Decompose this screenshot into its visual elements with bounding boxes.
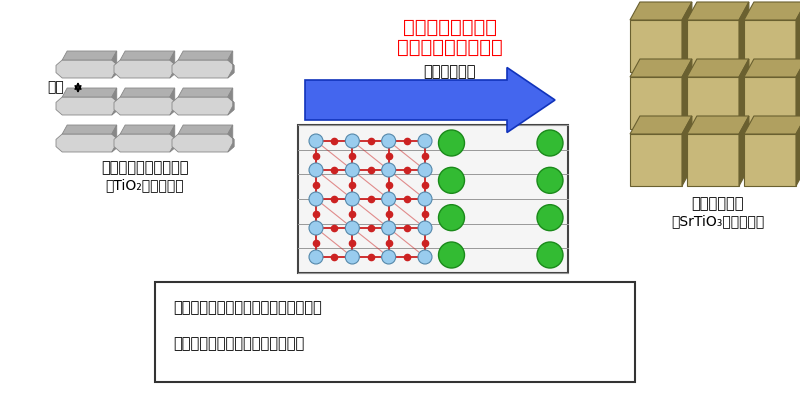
Polygon shape	[739, 59, 749, 129]
Polygon shape	[630, 2, 692, 20]
Text: （水熱反応）: （水熱反応）	[424, 64, 476, 79]
Circle shape	[382, 163, 396, 177]
Polygon shape	[630, 116, 692, 134]
Circle shape	[309, 250, 323, 264]
Polygon shape	[62, 88, 117, 97]
Circle shape	[537, 130, 563, 156]
Polygon shape	[120, 88, 174, 97]
Polygon shape	[228, 88, 234, 115]
Polygon shape	[744, 116, 800, 134]
Circle shape	[346, 134, 359, 148]
Polygon shape	[114, 134, 176, 152]
Text: TiO₂: TiO₂	[356, 283, 386, 298]
Circle shape	[309, 192, 323, 206]
Circle shape	[382, 250, 396, 264]
Polygon shape	[178, 88, 233, 97]
Polygon shape	[687, 134, 739, 186]
Bar	[298, 125, 568, 273]
Polygon shape	[744, 59, 800, 77]
Circle shape	[346, 192, 359, 206]
Polygon shape	[796, 116, 800, 186]
Text: トポタクティック: トポタクティック	[403, 18, 497, 37]
Polygon shape	[682, 116, 692, 186]
Circle shape	[418, 192, 432, 206]
Text: SrTiO₃: SrTiO₃	[472, 283, 518, 298]
Polygon shape	[687, 2, 749, 20]
Text: （SrTiO₃メソ結晶）: （SrTiO₃メソ結晶）	[671, 214, 765, 228]
Polygon shape	[112, 88, 118, 115]
FancyArrow shape	[305, 67, 555, 132]
Polygon shape	[56, 134, 118, 152]
Polygon shape	[170, 88, 176, 115]
Circle shape	[438, 205, 465, 231]
Bar	[155, 282, 635, 382]
Circle shape	[418, 250, 432, 264]
Text: エピタキシャル成長: エピタキシャル成長	[397, 38, 503, 57]
Polygon shape	[62, 51, 117, 60]
Polygon shape	[172, 60, 234, 78]
Text: 空間: 空間	[48, 81, 64, 95]
Circle shape	[382, 221, 396, 235]
Polygon shape	[228, 51, 234, 78]
Polygon shape	[228, 125, 234, 152]
Circle shape	[438, 167, 465, 194]
Text: ・メソ結晶の空間を利用した結晶成長: ・メソ結晶の空間を利用した結晶成長	[173, 300, 322, 316]
Polygon shape	[682, 2, 692, 72]
Polygon shape	[170, 51, 176, 78]
Polygon shape	[112, 51, 118, 78]
Polygon shape	[630, 134, 682, 186]
Polygon shape	[630, 59, 692, 77]
Polygon shape	[178, 51, 233, 60]
Text: ・粒子間相互作用による配向制御: ・粒子間相互作用による配向制御	[173, 336, 304, 352]
Polygon shape	[170, 125, 176, 152]
Polygon shape	[687, 116, 749, 134]
Circle shape	[382, 192, 396, 206]
Polygon shape	[796, 59, 800, 129]
Text: 新規メソ結晶: 新規メソ結晶	[692, 196, 744, 211]
Circle shape	[418, 163, 432, 177]
Circle shape	[537, 205, 563, 231]
Text: メソ結晶テンプレート: メソ結晶テンプレート	[102, 160, 189, 175]
Polygon shape	[744, 20, 796, 72]
Polygon shape	[112, 125, 118, 152]
Text: （TiO₂メソ結晶）: （TiO₂メソ結晶）	[106, 178, 184, 192]
Polygon shape	[120, 125, 174, 134]
Polygon shape	[739, 116, 749, 186]
Circle shape	[438, 242, 465, 268]
Circle shape	[418, 134, 432, 148]
Circle shape	[346, 163, 359, 177]
Polygon shape	[687, 77, 739, 129]
Polygon shape	[62, 125, 117, 134]
Polygon shape	[120, 51, 174, 60]
Polygon shape	[796, 2, 800, 72]
Circle shape	[537, 242, 563, 268]
Polygon shape	[744, 134, 796, 186]
Circle shape	[346, 221, 359, 235]
Polygon shape	[172, 97, 234, 115]
Circle shape	[438, 130, 465, 156]
Polygon shape	[114, 97, 176, 115]
Polygon shape	[178, 125, 233, 134]
Polygon shape	[687, 20, 739, 72]
Polygon shape	[114, 60, 176, 78]
Polygon shape	[687, 59, 749, 77]
Circle shape	[309, 221, 323, 235]
Polygon shape	[744, 77, 796, 129]
Polygon shape	[739, 2, 749, 72]
Circle shape	[309, 163, 323, 177]
Circle shape	[537, 167, 563, 194]
Circle shape	[418, 221, 432, 235]
Circle shape	[346, 250, 359, 264]
Polygon shape	[630, 20, 682, 72]
Polygon shape	[172, 134, 234, 152]
Polygon shape	[744, 2, 800, 20]
Polygon shape	[630, 77, 682, 129]
Polygon shape	[682, 59, 692, 129]
Circle shape	[382, 134, 396, 148]
Polygon shape	[56, 60, 118, 78]
Circle shape	[309, 134, 323, 148]
Polygon shape	[56, 97, 118, 115]
